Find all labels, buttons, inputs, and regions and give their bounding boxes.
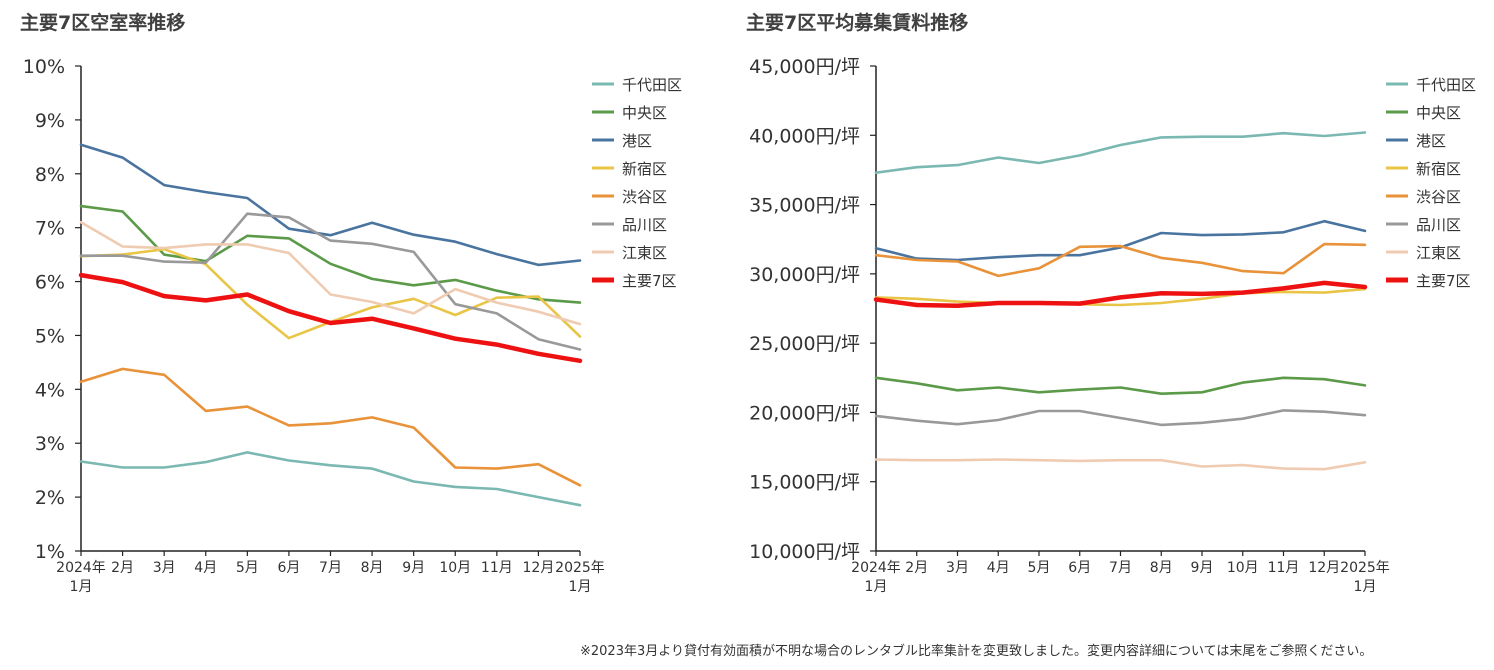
rent-y-tick-label: 35,000円/坪 — [749, 195, 860, 217]
rent-legend-label: 渋谷区 — [1416, 188, 1461, 206]
vacancy-series-line-e6b19fe69db1e58cba — [79, 221, 582, 326]
rent-x-tick-label: 1月 — [865, 579, 888, 595]
vacancy-x-tick-label: 1月 — [70, 579, 93, 595]
vacancy-y-tick-label: 10% — [23, 56, 65, 78]
rent-chart-title: 主要7区平均募集賃料推移 — [746, 12, 969, 34]
vacancy-x-tick-label: 11月 — [481, 560, 513, 576]
vacancy-rate-chart: 1% 2% 3% 4% 5% 6% 7% 8% 9% 10% 2024年 1月 2月 3月 4月 5月 6月 7月… — [23, 56, 682, 595]
vacancy-y-tick-label: 6% — [35, 272, 65, 294]
rent-y-tick-label: 25,000円/坪 — [749, 333, 860, 355]
vacancy-series-line-e58d83e4bba3e794b0e58cba — [79, 451, 582, 507]
rent-series-line-e696b0e5aebfe58cba — [874, 287, 1367, 307]
rent-legend-label: 港区 — [1416, 132, 1446, 150]
vacancy-x-tick-label: 12月 — [523, 560, 555, 576]
vacancy-x-tick-label: 2月 — [111, 560, 134, 576]
vacancy-series-line-e6b8afe58cba — [79, 143, 582, 267]
vacancy-legend-label: 新宿区 — [622, 160, 667, 178]
rent-x-tick-label: 2月 — [905, 560, 928, 576]
rent-x-tick-label: 2025年 — [1340, 560, 1390, 576]
rent-y-tick-label: 45,000円/坪 — [749, 56, 860, 78]
vacancy-y-tick-label: 3% — [35, 433, 65, 455]
rent-x-tick-label: 7月 — [1109, 560, 1132, 576]
rent-legend-label: 江東区 — [1416, 244, 1461, 262]
rent-x-tick-label: 12月 — [1308, 560, 1340, 576]
vacancy-legend-label: 品川区 — [622, 216, 667, 234]
footnote: ※2023年3月より貸付有効面積が不明な場合のレンタブル比率集計を変更致しました… — [580, 644, 1373, 659]
vacancy-x-tick-label: 8月 — [361, 560, 384, 576]
rent-legend-label: 中央区 — [1416, 104, 1461, 122]
vacancy-y-tick-label: 2% — [35, 487, 65, 509]
rent-x-tick-label: 1月 — [1354, 579, 1377, 595]
vacancy-x-tick-label: 4月 — [194, 560, 217, 576]
vacancy-legend-label: 中央区 — [622, 104, 667, 122]
rent-x-tick-label: 10月 — [1227, 560, 1259, 576]
vacancy-x-tick-label: 2025年 — [555, 560, 605, 576]
rent-x-tick-label: 6月 — [1068, 560, 1091, 576]
rent-x-tick-label: 8月 — [1150, 560, 1173, 576]
rent-x-tick-label: 3月 — [946, 560, 969, 576]
vacancy-series-line-e4b8bbe8a6817e58cba — [78, 272, 583, 364]
rent-y-tick-label: 30,000円/坪 — [749, 264, 860, 286]
rent-x-tick-label: 2024年 — [851, 560, 901, 576]
average-rent-chart: 10,000円/坪 15,000円/坪 20,000円/坪 25,000円/坪 30,0… — [749, 56, 1476, 595]
rent-series-line-e58d83e4bba3e794b0e58cba — [874, 131, 1367, 174]
vacancy-x-tick-label: 6月 — [277, 560, 300, 576]
vacancy-y-tick-label: 9% — [35, 110, 65, 132]
rent-series-line-e4b8bbe8a6817e58cba — [873, 280, 1368, 308]
vacancy-legend-label: 港区 — [622, 132, 652, 150]
vacancy-legend-label: 渋谷区 — [622, 188, 667, 206]
rent-series-line-e59381e5b79de58cba — [874, 409, 1367, 427]
vacancy-chart-title: 主要7区空室率推移 — [20, 12, 186, 34]
vacancy-y-tick-label: 8% — [35, 164, 65, 186]
rent-series-line-e6b88be8b0b7e58cba — [874, 242, 1367, 278]
vacancy-legend-label: 千代田区 — [622, 76, 682, 94]
rent-legend-label: 主要7区 — [1416, 272, 1471, 290]
vacancy-series-line-e59381e5b79de58cba — [79, 212, 582, 351]
rent-x-tick-label: 5月 — [1028, 560, 1051, 576]
rent-x-tick-label: 9月 — [1191, 560, 1214, 576]
vacancy-x-tick-label: 5月 — [236, 560, 259, 576]
vacancy-x-tick-label: 9月 — [402, 560, 425, 576]
rent-series-line-e4b8ade5a4aee58cba — [874, 376, 1367, 396]
rent-y-tick-label: 40,000円/坪 — [749, 125, 860, 147]
rent-legend-label: 千代田区 — [1416, 76, 1476, 94]
rent-x-tick-label: 11月 — [1268, 560, 1300, 576]
vacancy-legend-label: 江東区 — [622, 244, 667, 262]
vacancy-y-tick-label: 5% — [35, 325, 65, 347]
vacancy-x-tick-label: 3月 — [153, 560, 176, 576]
rent-x-tick-label: 4月 — [987, 560, 1010, 576]
rent-y-tick-label: 15,000円/坪 — [749, 472, 860, 494]
rent-legend-label: 品川区 — [1416, 216, 1461, 234]
vacancy-legend-label: 主要7区 — [622, 272, 677, 290]
vacancy-series-line-e4b8ade5a4aee58cba — [79, 204, 582, 304]
rent-y-tick-label: 10,000円/坪 — [749, 541, 860, 563]
vacancy-y-tick-label: 1% — [35, 541, 65, 563]
vacancy-x-tick-label: 7月 — [319, 560, 342, 576]
rent-y-tick-label: 20,000円/坪 — [749, 402, 860, 424]
rent-legend-label: 新宿区 — [1416, 160, 1461, 178]
vacancy-x-tick-label: 2024年 — [56, 560, 106, 576]
rent-series-line-e6b8afe58cba — [874, 219, 1367, 262]
vacancy-y-tick-label: 7% — [35, 218, 65, 240]
vacancy-series-line-e6b88be8b0b7e58cba — [79, 367, 582, 487]
vacancy-x-tick-label: 10月 — [439, 560, 471, 576]
rent-series-line-e6b19fe69db1e58cba — [874, 458, 1367, 471]
vacancy-y-tick-label: 4% — [35, 379, 65, 401]
vacancy-x-tick-label: 1月 — [569, 579, 592, 595]
